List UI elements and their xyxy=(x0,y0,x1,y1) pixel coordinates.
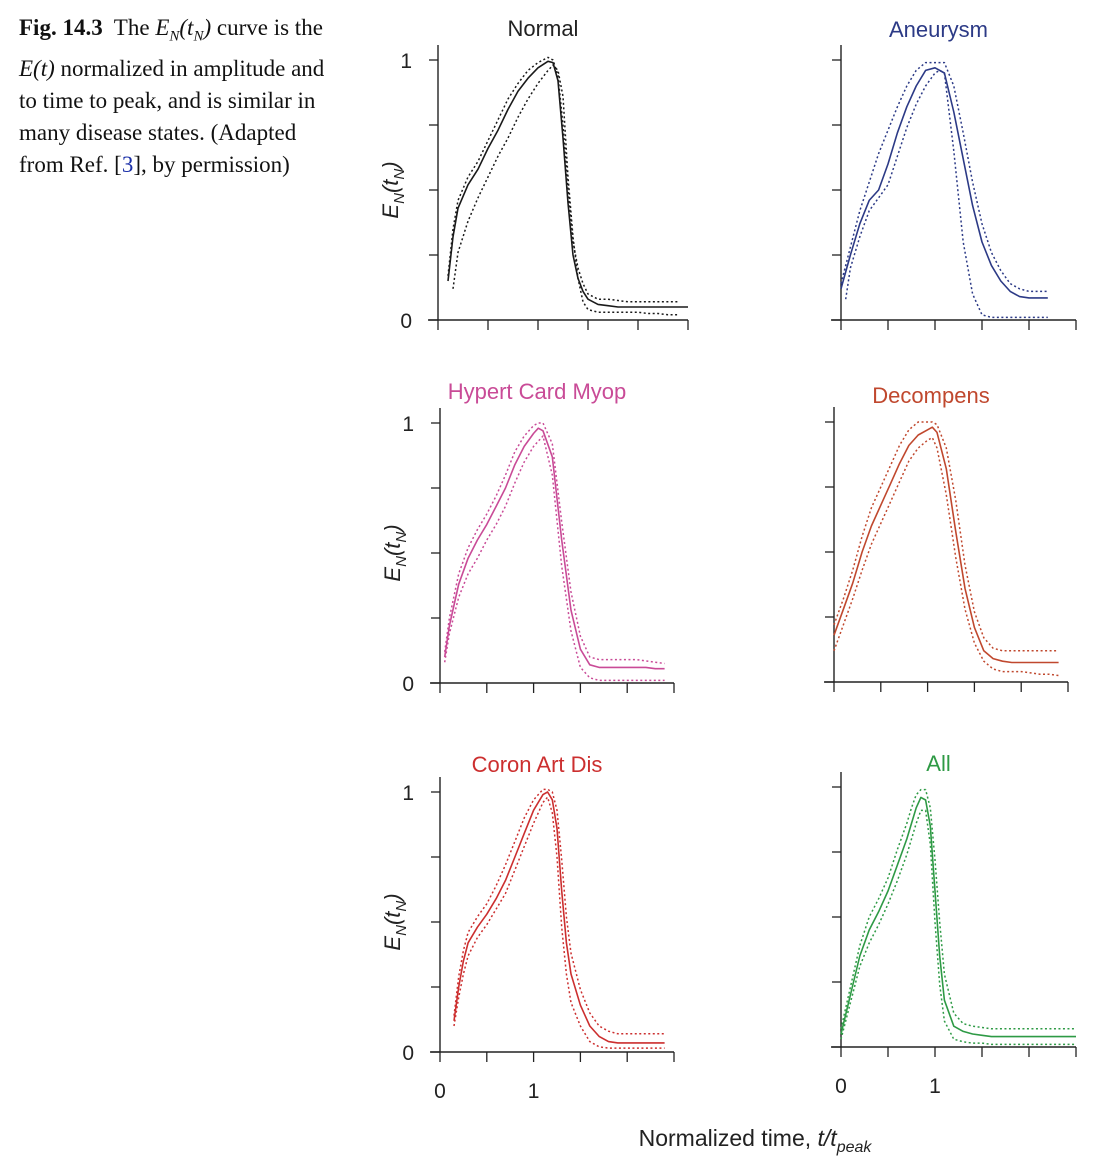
caption-math-sub: N xyxy=(169,28,180,45)
caption-math-close: ) xyxy=(203,15,212,40)
caption-math-main: E xyxy=(155,15,170,40)
y-axis-label-part: N xyxy=(393,901,410,912)
caption-reference-link[interactable]: 3 xyxy=(121,151,134,177)
x-tick-label-1: 1 xyxy=(929,1075,941,1098)
y-axis-label-part: (t xyxy=(380,911,405,925)
y-axis-label-part: N xyxy=(391,169,408,180)
x-tick-label-1: 1 xyxy=(528,1080,540,1103)
chart-panel-6: 0 1 All xyxy=(831,751,1077,1098)
series-upper-bound-curve xyxy=(447,56,678,303)
series-lower-bound-curve xyxy=(844,69,1048,319)
caption-math-et: E(t) xyxy=(19,55,55,81)
y-tick-label-1: 1 xyxy=(402,413,414,436)
y-axis-label: EN(tN) xyxy=(380,893,410,950)
series-upper-bound-curve xyxy=(840,788,1076,1030)
y-tick-label-1: 1 xyxy=(400,50,412,73)
series-upper-bound-curve xyxy=(443,422,665,665)
y-tick-label-0: 0 xyxy=(402,673,414,696)
chart-title: All xyxy=(926,751,950,776)
series-mean-curve xyxy=(453,791,665,1044)
figure-caption: Fig. 14.3 The EN(tN) curve is the E(t) n… xyxy=(19,12,329,181)
caption-text-c: normalized in amplitude and to time to p… xyxy=(19,55,325,177)
series-mean-curve xyxy=(833,426,1059,664)
y-tick-label-0: 0 xyxy=(402,1042,414,1065)
series-lower-bound-curve xyxy=(840,809,1076,1046)
series-lower-bound-curve xyxy=(443,435,665,682)
series-mean-curve xyxy=(443,427,665,670)
caption-math-arg: (t xyxy=(179,15,194,40)
y-axis-label: EN(tN) xyxy=(380,524,410,581)
series-mean-curve xyxy=(840,796,1076,1038)
caption-math-arg-sub: N xyxy=(193,28,204,45)
y-axis-label-part: N xyxy=(393,532,410,543)
series-upper-bound-curve xyxy=(840,61,1048,293)
series-upper-bound-curve xyxy=(833,421,1059,652)
caption-text-a: The xyxy=(113,15,150,40)
y-axis-label-part: E xyxy=(380,936,405,951)
y-axis-label-part: ) xyxy=(380,893,405,903)
x-tick-label-0: 0 xyxy=(434,1080,446,1103)
chart-title: Normal xyxy=(508,16,579,41)
x-axis-label-var: t/t xyxy=(818,1125,839,1151)
y-axis-label-part: E xyxy=(378,204,403,219)
x-tick-label-0: 0 xyxy=(835,1075,847,1098)
chart-title: Aneurysm xyxy=(889,17,988,42)
series-lower-bound-curve xyxy=(452,64,678,316)
chart-title: Coron Art Dis xyxy=(472,752,603,777)
y-axis-label-part: E xyxy=(380,567,405,582)
x-axis-label-prefix: Normalized time, xyxy=(639,1125,818,1151)
caption-text-b: curve is the xyxy=(216,15,323,40)
y-tick-label-0: 0 xyxy=(400,310,412,333)
series-upper-bound-curve xyxy=(453,788,665,1035)
y-tick-label-1: 1 xyxy=(402,782,414,805)
series-mean-curve xyxy=(840,67,1048,299)
y-axis-label-part: ) xyxy=(380,524,405,534)
chart-panel-2: Aneurysm xyxy=(831,17,1077,330)
y-axis-label-part: N xyxy=(393,925,410,936)
y-axis-label-part: ) xyxy=(378,161,403,171)
y-axis-label-part: N xyxy=(391,193,408,204)
x-axis-label: Normalized time, t/tpeak xyxy=(639,1125,873,1156)
chart-title: Hypert Card Myop xyxy=(448,379,627,404)
series-lower-bound-curve xyxy=(453,796,665,1049)
y-axis-label: EN(tN) xyxy=(378,161,408,218)
chart-panel-4: Decompens xyxy=(824,383,1069,692)
series-mean-curve xyxy=(447,60,688,308)
caption-text-d: ], by permission) xyxy=(133,151,290,177)
chart-title: Decompens xyxy=(872,383,989,408)
y-axis-label-part: N xyxy=(393,556,410,567)
y-axis-label-part: (t xyxy=(378,179,403,193)
x-axis-label-sub: peak xyxy=(836,1139,873,1156)
chart-panel-5: 010 1EN(tN)Coron Art Dis xyxy=(380,752,675,1103)
y-axis-label-part: (t xyxy=(380,542,405,556)
figure-label: Fig. 14.3 xyxy=(19,15,103,40)
